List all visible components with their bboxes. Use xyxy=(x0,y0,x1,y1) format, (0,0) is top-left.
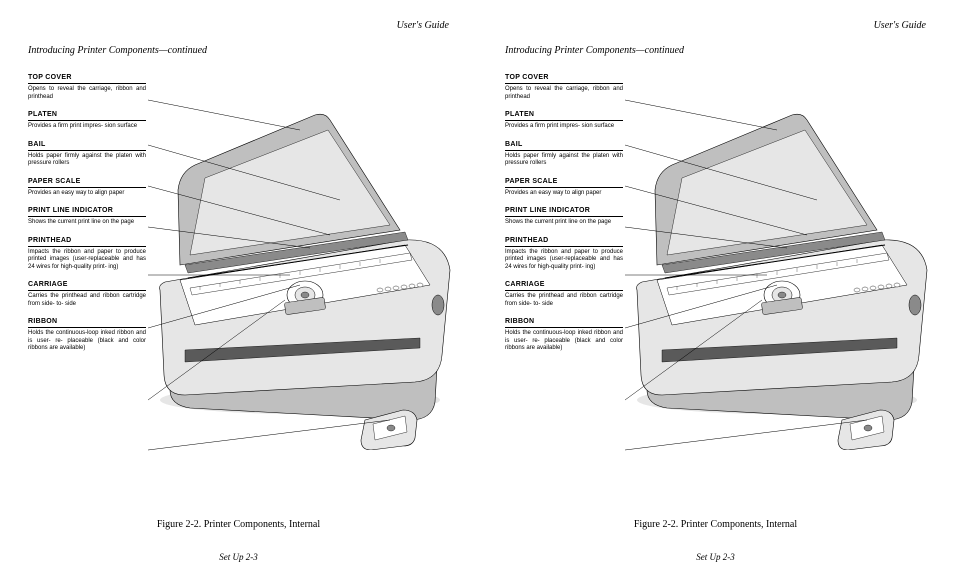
label-desc: Provides a firm print impres- sion surfa… xyxy=(28,123,146,131)
label-title: PAPER SCALE xyxy=(505,178,623,188)
label-bail: BAIL Holds paper firmly against the plat… xyxy=(28,141,146,168)
label-top-cover: TOP COVER Opens to reveal the carriage, … xyxy=(28,74,146,101)
label-title: RIBBON xyxy=(505,318,623,328)
page-header: User's Guide xyxy=(28,20,449,31)
page-subheader: Introducing Printer Components—continued xyxy=(505,45,926,56)
page-header: User's Guide xyxy=(505,20,926,31)
label-title: PRINT LINE INDICATOR xyxy=(28,207,146,217)
label-title: PAPER SCALE xyxy=(28,178,146,188)
label-carriage: CARRIAGE Carries the printhead and ribbo… xyxy=(28,281,146,308)
label-ribbon: RIBBON Holds the continuous-loop inked r… xyxy=(28,318,146,353)
label-top-cover: TOP COVER Opens to reveal the carriage, … xyxy=(505,74,623,101)
label-desc: Carries the printhead and ribbon cartrid… xyxy=(505,293,623,308)
label-title: CARRIAGE xyxy=(28,281,146,291)
label-desc: Shows the current print line on the page xyxy=(28,219,146,227)
label-desc: Shows the current print line on the page xyxy=(505,219,623,227)
label-title: BAIL xyxy=(505,141,623,151)
label-title: PRINTHEAD xyxy=(505,237,623,247)
label-title: PLATEN xyxy=(505,111,623,121)
label-desc: Holds the continuous-loop inked ribbon a… xyxy=(28,330,146,353)
page-right: User's Guide Introducing Printer Compone… xyxy=(477,0,954,580)
label-desc: Provides an easy way to align paper xyxy=(28,190,146,198)
label-desc: Holds paper firmly against the platen wi… xyxy=(28,153,146,168)
label-desc: Provides a firm print impres- sion surfa… xyxy=(505,123,623,131)
label-desc: Impacts the ribbon and paper to produce … xyxy=(28,249,146,272)
label-title: PLATEN xyxy=(28,111,146,121)
page-left: User's Guide Introducing Printer Compone… xyxy=(0,0,477,580)
label-desc: Carries the printhead and ribbon cartrid… xyxy=(28,293,146,308)
label-desc: Provides an easy way to align paper xyxy=(505,190,623,198)
printer-illustration xyxy=(627,90,937,450)
label-printhead: PRINTHEAD Impacts the ribbon and paper t… xyxy=(505,237,623,272)
label-title: PRINTHEAD xyxy=(28,237,146,247)
label-print-line-indicator: PRINT LINE INDICATOR Shows the current p… xyxy=(505,207,623,227)
label-printhead: PRINTHEAD Impacts the ribbon and paper t… xyxy=(28,237,146,272)
label-title: BAIL xyxy=(28,141,146,151)
label-print-line-indicator: PRINT LINE INDICATOR Shows the current p… xyxy=(28,207,146,227)
figure-caption: Figure 2-2. Printer Components, Internal xyxy=(477,519,954,530)
label-desc: Holds the continuous-loop inked ribbon a… xyxy=(505,330,623,353)
label-column: TOP COVER Opens to reveal the carriage, … xyxy=(505,74,623,353)
label-title: CARRIAGE xyxy=(505,281,623,291)
label-desc: Holds paper firmly against the platen wi… xyxy=(505,153,623,168)
printer-illustration xyxy=(150,90,460,450)
label-column: TOP COVER Opens to reveal the carriage, … xyxy=(28,74,146,353)
figure-caption: Figure 2-2. Printer Components, Internal xyxy=(0,519,477,530)
label-desc: Opens to reveal the carriage, ribbon and… xyxy=(505,86,623,101)
label-desc: Opens to reveal the carriage, ribbon and… xyxy=(28,86,146,101)
label-platen: PLATEN Provides a firm print impres- sio… xyxy=(28,111,146,131)
label-paper-scale: PAPER SCALE Provides an easy way to alig… xyxy=(28,178,146,198)
label-bail: BAIL Holds paper firmly against the plat… xyxy=(505,141,623,168)
label-title: PRINT LINE INDICATOR xyxy=(505,207,623,217)
label-platen: PLATEN Provides a firm print impres- sio… xyxy=(505,111,623,131)
label-title: TOP COVER xyxy=(505,74,623,84)
label-desc: Impacts the ribbon and paper to produce … xyxy=(505,249,623,272)
label-title: TOP COVER xyxy=(28,74,146,84)
page-subheader: Introducing Printer Components—continued xyxy=(28,45,449,56)
label-carriage: CARRIAGE Carries the printhead and ribbo… xyxy=(505,281,623,308)
label-ribbon: RIBBON Holds the continuous-loop inked r… xyxy=(505,318,623,353)
page-footer: Set Up 2-3 xyxy=(477,552,954,562)
label-title: RIBBON xyxy=(28,318,146,328)
label-paper-scale: PAPER SCALE Provides an easy way to alig… xyxy=(505,178,623,198)
page-footer: Set Up 2-3 xyxy=(0,552,477,562)
